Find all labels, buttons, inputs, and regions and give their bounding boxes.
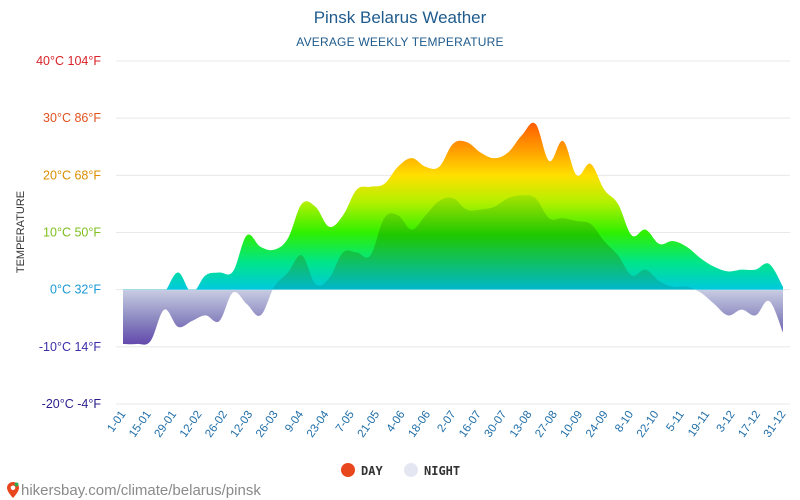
chart-subtitle: AVERAGE WEEKLY TEMPERATURE [296,35,503,49]
x-tick-label: 13-08 [508,409,535,440]
legend-item-night[interactable]: NIGHT [404,463,460,478]
x-tick-label: 27-08 [533,409,560,440]
y-tick-label: -10°C 14°F [39,340,101,354]
chart-title: Pinsk Belarus Weather [314,8,487,27]
x-tick-label: 15-01 [127,409,154,440]
legend-day-marker [341,463,355,477]
x-tick-label: 31-12 [762,409,789,440]
y-tick-label: 10°C 50°F [43,226,101,240]
y-tick-label: 40°C 104°F [36,54,101,68]
series-night-area-negative [123,290,783,345]
x-tick-label: 18-06 [406,409,433,440]
x-tick-label: 5-11 [664,409,687,434]
y-tick-labels: 40°C 104°F 30°C 86°F 20°C 68°F 10°C 50°F 0°C… [36,54,101,411]
x-tick-label: 26-03 [254,409,281,440]
x-tick-label: 19-11 [686,409,712,439]
legend-item-day[interactable]: DAY [341,463,383,478]
y-axis-label: TEMPERATURE [15,191,27,273]
legend: DAY NIGHT [341,463,460,478]
x-tick-label: 4-06 [385,409,408,435]
source-link[interactable]: hikersbay.com/climate/belarus/pinsk [7,482,261,499]
x-tick-label: 12-02 [178,409,205,440]
x-tick-label: 9-04 [283,408,306,434]
x-tick-label: 17-12 [736,409,763,440]
x-tick-label: 24-09 [584,409,611,440]
legend-night-marker [404,463,418,477]
plot-area [123,122,783,345]
y-tick-label: -20°C -4°F [42,397,102,411]
x-tick-label: 21-05 [356,409,383,440]
x-tick-label: 1-01 [105,409,128,435]
x-tick-label: 8-10 [613,409,636,435]
legend-night-label: NIGHT [424,464,460,478]
source-url[interactable]: hikersbay.com/climate/belarus/pinsk [21,482,261,499]
x-tick-label: 12-03 [229,409,256,440]
x-tick-label: 7-05 [334,409,357,435]
x-tick-label: 2-07 [435,409,458,435]
x-tick-label: 22-10 [635,409,662,440]
y-tick-label: 20°C 68°F [43,168,101,182]
x-tick-label: 23-04 [305,408,332,439]
x-tick-label: 10-09 [559,409,586,440]
legend-day-label: DAY [361,464,383,478]
y-tick-label: 30°C 86°F [43,111,101,125]
x-tick-label: 16-07 [457,409,484,440]
map-pin-icon [7,482,19,498]
x-tick-label: 30-07 [483,409,510,440]
x-tick-label: 29-01 [153,409,180,440]
y-tick-label: 0°C 32°F [50,283,101,297]
series-night-area-positive [123,195,783,290]
x-tick-label: 3-12 [715,409,738,435]
x-tick-label: 26-02 [203,409,230,440]
